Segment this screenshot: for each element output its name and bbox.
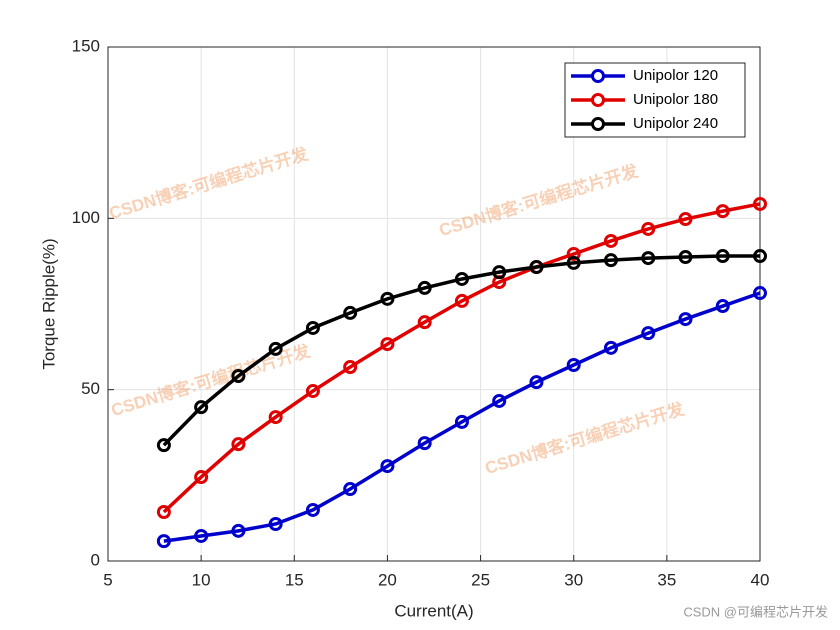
y-tick-label: 0: [91, 550, 100, 569]
data-point: [753, 249, 767, 264]
data-point: [715, 299, 730, 314]
data-point: [417, 436, 432, 451]
data-point: [305, 502, 320, 517]
data-point: [417, 280, 432, 295]
data-point: [305, 320, 320, 335]
data-point: [268, 516, 283, 531]
legend-marker: [591, 117, 605, 131]
x-axis-label: Current(A): [394, 601, 473, 620]
data-point: [753, 196, 767, 211]
data-point: [715, 204, 730, 219]
data-point: [641, 251, 656, 266]
y-tick-label: 100: [72, 208, 100, 227]
data-point: [343, 360, 358, 375]
series-line: [162, 202, 761, 514]
axes-box: [107, 46, 761, 562]
y-tick-label: 50: [81, 379, 100, 398]
x-tick-label: 40: [751, 570, 770, 589]
y-tick-label: 150: [72, 36, 100, 55]
data-point: [678, 312, 693, 327]
data-point: [268, 341, 283, 356]
data-point: [231, 437, 246, 452]
data-point: [417, 315, 432, 330]
legend-label: Unipolor 240: [633, 115, 718, 132]
legend-marker: [591, 93, 605, 107]
data-point: [380, 291, 395, 306]
data-point: [343, 305, 358, 320]
data-point: [492, 393, 507, 408]
data-point: [641, 221, 656, 236]
data-point: [492, 265, 507, 280]
series-line: [163, 291, 761, 543]
data-point: [641, 326, 656, 341]
data-point: [380, 337, 395, 352]
data-point: [753, 286, 767, 301]
footer: CSDN @可编程芯片开发: [683, 604, 828, 619]
data-point: [603, 253, 618, 268]
data-point: [305, 384, 320, 399]
data-point: [715, 249, 730, 264]
data-point: [566, 357, 581, 372]
data-point: [231, 368, 246, 383]
data-point: [529, 375, 544, 390]
series-line: [162, 254, 760, 447]
legend-label: Unipolor 120: [633, 67, 718, 84]
data-point: [454, 271, 469, 286]
data-point: [194, 528, 209, 543]
data-point: [454, 293, 469, 308]
data-point: [231, 523, 246, 538]
data-point: [156, 504, 171, 519]
data-point: [454, 414, 469, 429]
x-tick-label: 15: [285, 570, 304, 589]
x-tick-label: 35: [657, 570, 676, 589]
data-point: [566, 246, 581, 261]
data-point: [678, 250, 693, 265]
x-tick-label: 10: [192, 570, 211, 589]
data-point: [566, 255, 581, 270]
data-point: [194, 470, 209, 485]
legend-label: Unipolor 180: [633, 91, 718, 108]
x-tick-label: 5: [103, 570, 112, 589]
data-point: [156, 534, 171, 549]
data-point: [529, 259, 544, 274]
data-point: [380, 459, 395, 474]
data-point: [603, 233, 618, 248]
data-point: [678, 212, 693, 227]
y-axis-label: Torque Ripple(%): [39, 238, 58, 369]
data-point: [194, 400, 209, 415]
legend-marker: [591, 69, 605, 83]
data-point: [343, 482, 358, 497]
x-tick-label: 25: [471, 570, 490, 589]
x-tick-label: 20: [378, 570, 397, 589]
x-tick-label: 30: [564, 570, 583, 589]
data-point: [603, 340, 618, 355]
data-point: [268, 410, 283, 425]
data-point: [156, 438, 171, 453]
